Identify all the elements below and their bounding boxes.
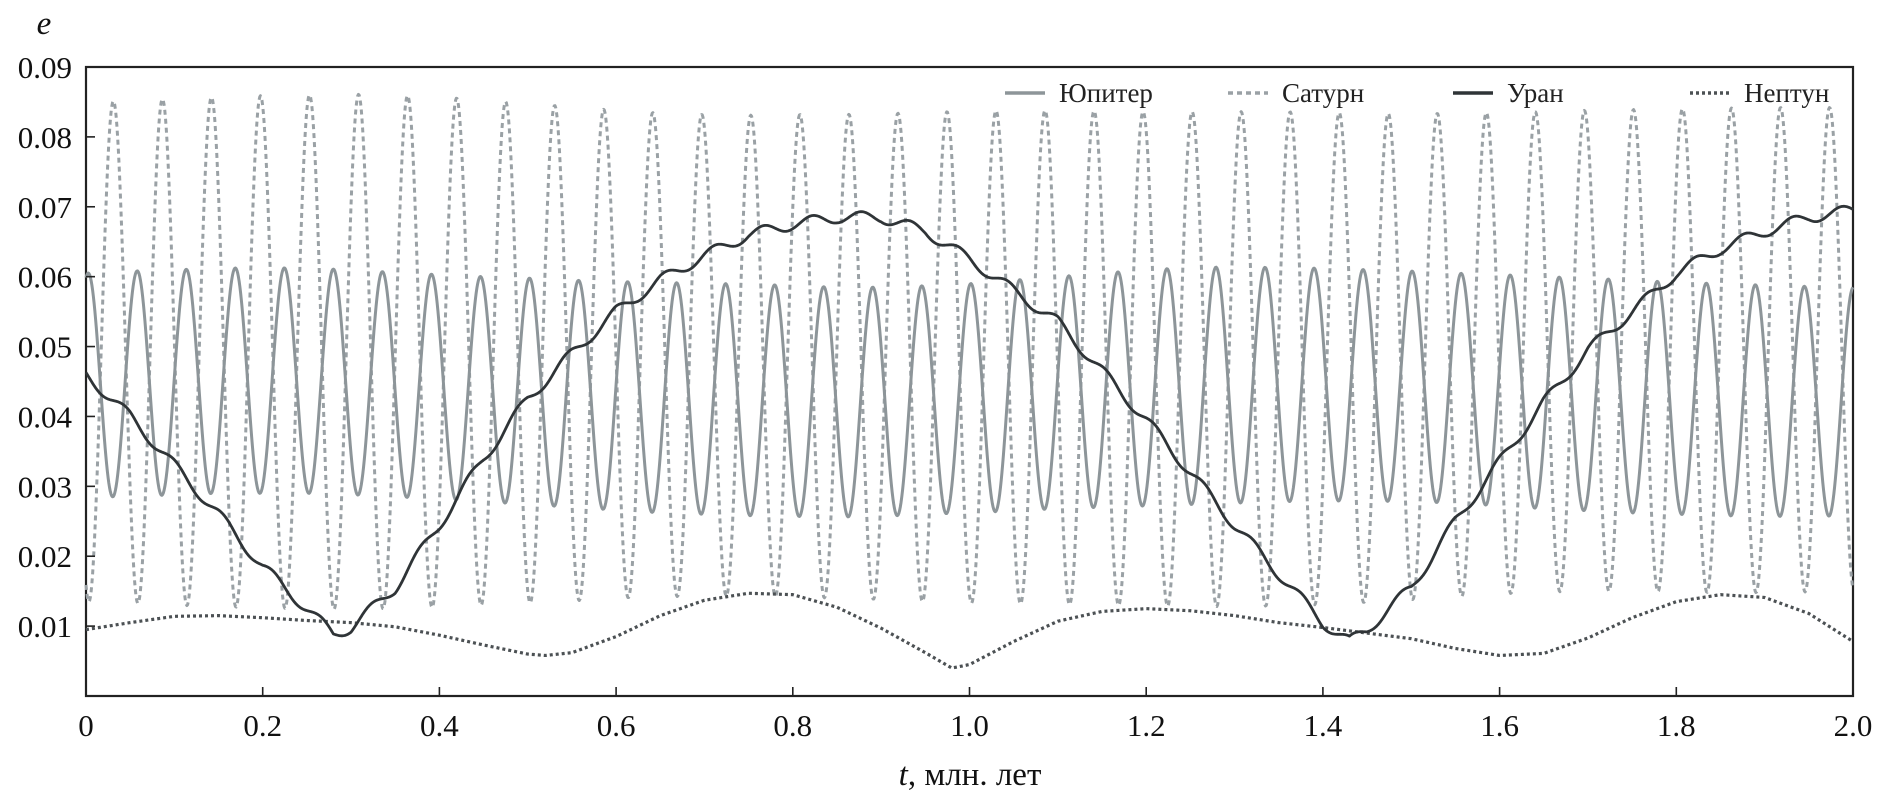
series-line-1 <box>84 92 1855 611</box>
x-axis: 0 0.2 0.4 0.6 0.8 1.0 1.2 1.4 1.6 1.8 2.0 <box>78 687 1872 743</box>
legend-label-3: Нептун <box>1744 78 1829 108</box>
x-tick-label: 1.6 <box>1480 708 1519 743</box>
x-axis-label-variable: t <box>899 757 909 793</box>
y-tick-label: 0.04 <box>18 399 73 434</box>
x-tick-label: 0.6 <box>597 708 636 743</box>
plot-area <box>84 65 1855 698</box>
y-axis-label: e <box>37 6 52 42</box>
x-tick-label: 1.2 <box>1127 708 1166 743</box>
y-tick-label: 0.09 <box>18 50 72 85</box>
x-tick-label: 1.4 <box>1304 708 1343 743</box>
x-tick-label: 0.4 <box>420 708 459 743</box>
y-tick-label: 0.07 <box>18 190 72 225</box>
x-tick-label: 0 <box>78 708 94 743</box>
x-tick-label: 0.8 <box>773 708 812 743</box>
y-tick-label: 0.08 <box>18 120 72 155</box>
x-tick-label: 0.2 <box>243 708 282 743</box>
legend: Юпитер Сатурн Уран Нептун <box>1005 78 1829 108</box>
legend-label-1: Сатурн <box>1282 78 1364 108</box>
series-line-3 <box>85 591 1854 670</box>
x-tick-label: 1.8 <box>1657 708 1696 743</box>
x-axis-label: t, млн. лет <box>899 757 1042 793</box>
series-line-2 <box>84 204 1854 638</box>
y-tick-label: 0.01 <box>18 609 72 644</box>
x-tick-label: 2.0 <box>1834 708 1873 743</box>
y-axis: 0.01 0.02 0.03 0.04 0.05 0.06 0.07 0.08 0.09 <box>18 50 95 644</box>
series-line-0 <box>84 265 1855 519</box>
series-layer <box>84 92 1855 670</box>
x-axis-label-unit: , млн. лет <box>908 757 1042 793</box>
y-tick-label: 0.05 <box>18 330 72 365</box>
legend-label-2: Уран <box>1507 78 1564 108</box>
y-tick-label: 0.03 <box>18 469 72 504</box>
legend-label-0: Юпитер <box>1059 78 1153 108</box>
x-tick-label: 1.0 <box>950 708 989 743</box>
plot-frame <box>84 65 1855 698</box>
y-tick-label: 0.02 <box>18 539 72 574</box>
y-tick-label: 0.06 <box>18 260 72 295</box>
